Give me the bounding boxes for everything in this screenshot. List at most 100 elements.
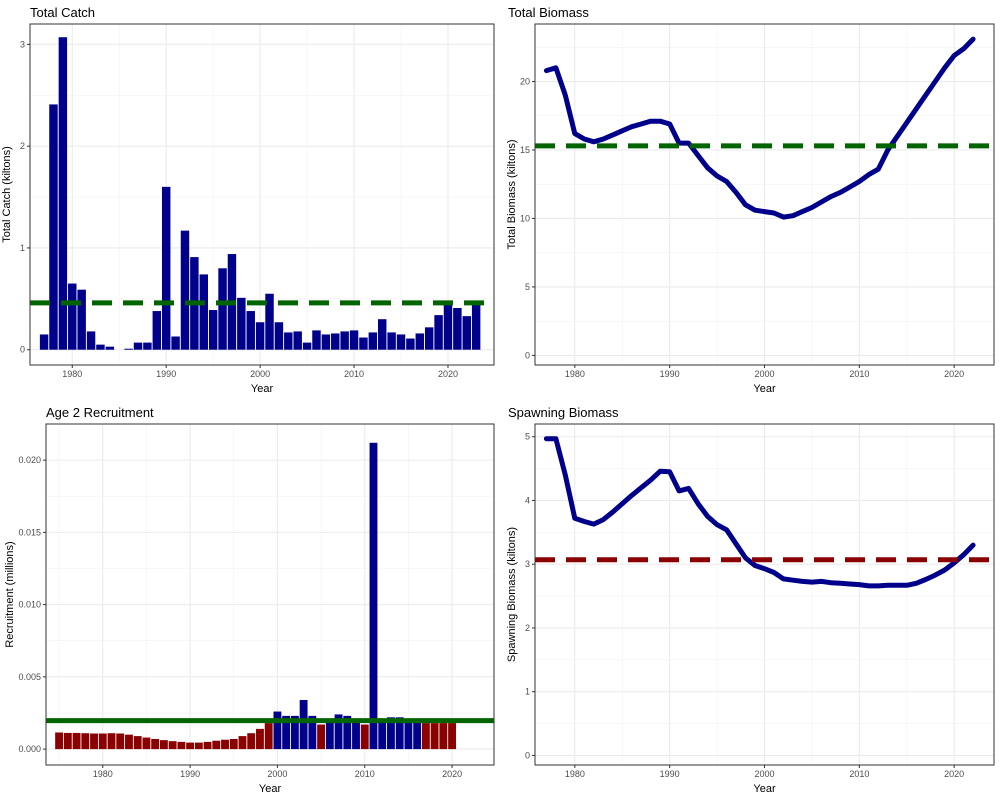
bar <box>247 733 256 750</box>
bar <box>406 338 415 350</box>
bar <box>290 715 299 750</box>
bar <box>143 342 152 350</box>
bar <box>168 741 177 750</box>
bar <box>321 334 331 350</box>
bar <box>317 724 326 750</box>
bar <box>212 740 221 750</box>
x-tick-label: 2010 <box>355 769 375 779</box>
bar <box>255 322 265 350</box>
x-tick-label: 2010 <box>849 769 869 779</box>
x-tick-label: 2020 <box>944 769 964 779</box>
y-tick-label: 0 <box>525 750 530 760</box>
x-tick-label: 1990 <box>156 369 176 379</box>
bar <box>68 283 77 350</box>
y-tick-label: 3 <box>525 559 530 569</box>
x-tick-label: 1980 <box>62 369 82 379</box>
x-tick-label: 2000 <box>754 369 774 379</box>
bar <box>203 741 212 750</box>
bar <box>125 734 133 750</box>
y-tick-label: 4 <box>525 495 530 505</box>
bar <box>208 310 218 350</box>
chart-panel-2: Total Biomass 1980 1990 2000 2010 2020 0 5 10 15 2… <box>506 5 995 395</box>
panel-border <box>45 423 495 766</box>
bar <box>369 442 378 750</box>
y-tick-label: 1 <box>20 243 25 253</box>
bar <box>81 733 90 750</box>
bar <box>424 327 434 350</box>
bar <box>229 738 238 750</box>
bar <box>116 733 125 750</box>
y-tick-label: 3 <box>20 39 25 49</box>
bar <box>124 348 133 350</box>
chart-panel-1: Total Catch 1980 1990 2000 2010 2020 0 1 2 3 Year T… <box>1 5 495 395</box>
bar <box>284 332 293 350</box>
bar <box>430 723 439 750</box>
y-tick-label: 2 <box>20 141 25 151</box>
bar <box>186 742 195 750</box>
y-tick-label: 5 <box>525 282 530 292</box>
bar <box>387 332 396 350</box>
bar <box>98 733 107 750</box>
bar <box>368 332 378 350</box>
x-axis-title: Year <box>753 783 776 795</box>
bar <box>171 336 180 350</box>
bar <box>86 331 96 350</box>
bar <box>325 718 334 750</box>
bar <box>299 699 308 750</box>
x-tick-label: 1980 <box>93 769 113 779</box>
y-axis-title: Total Biomass (kiltons) <box>506 139 518 249</box>
x-tick-label: 1980 <box>565 369 585 379</box>
bar <box>265 293 274 350</box>
y-tick-label: 0 <box>525 350 530 360</box>
bar <box>238 736 247 750</box>
y-tick-label: 15 <box>520 145 530 155</box>
bar <box>343 715 352 750</box>
bar <box>177 741 186 750</box>
bar <box>218 268 227 350</box>
bar <box>293 331 302 350</box>
y-tick-label: 5 <box>525 432 530 442</box>
bar <box>256 728 264 750</box>
bar <box>63 732 72 750</box>
bar <box>312 330 321 350</box>
bar <box>439 723 448 750</box>
x-tick-label: 2010 <box>849 369 869 379</box>
y-tick-label: 0.000 <box>18 744 41 754</box>
bar <box>331 333 340 350</box>
bar <box>152 311 162 350</box>
bar <box>274 322 284 350</box>
bar <box>308 715 317 750</box>
y-tick-label: 10 <box>520 213 530 223</box>
bar <box>340 331 349 350</box>
y-tick-label: 0.010 <box>18 600 41 610</box>
bar <box>72 732 81 750</box>
bar <box>415 333 425 350</box>
bar <box>334 714 343 750</box>
panel-border <box>29 23 495 366</box>
bar <box>107 733 116 750</box>
bar <box>404 718 413 750</box>
bar <box>302 342 312 350</box>
bar <box>378 718 387 750</box>
bar <box>90 733 98 750</box>
x-tick-label: 2000 <box>267 769 287 779</box>
y-axis-title: Spawning Biomass (kiltons) <box>506 527 518 662</box>
x-tick-label: 2000 <box>754 769 774 779</box>
bar <box>199 274 208 350</box>
y-tick-label: 0.015 <box>18 527 41 537</box>
bar <box>180 230 190 350</box>
x-tick-label: 1990 <box>180 769 200 779</box>
y-tick-label: 1 <box>525 687 530 697</box>
bar <box>221 739 229 750</box>
x-axis-title: Year <box>259 783 282 795</box>
bar <box>194 742 203 750</box>
series-line <box>543 436 976 589</box>
bar <box>387 717 395 750</box>
x-tick-label: 1980 <box>565 769 585 779</box>
bar <box>105 346 115 350</box>
y-tick-label: 2 <box>525 623 530 633</box>
bar <box>161 186 171 350</box>
bar <box>453 307 462 350</box>
